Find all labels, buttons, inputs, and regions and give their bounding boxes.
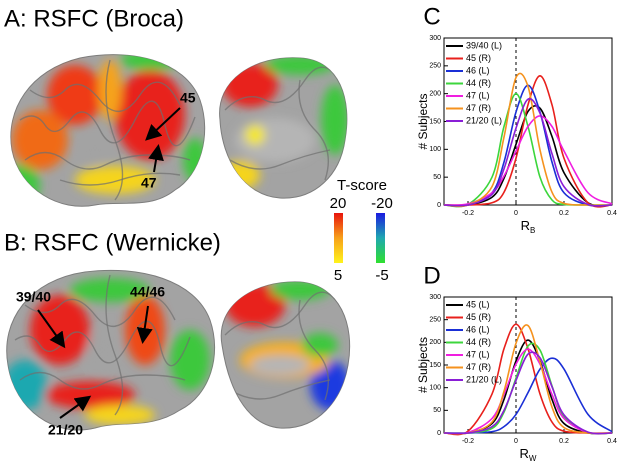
brain-b-lateral: [6, 269, 216, 431]
x-tick-label: 0.4: [607, 438, 617, 445]
legend-label: 47 (R): [466, 103, 491, 113]
x-axis-label-main: R: [520, 446, 529, 461]
x-axis-label-sub: W: [529, 454, 537, 463]
legend-label: 46 (L): [466, 324, 490, 334]
legend-label: 45 (L): [466, 299, 490, 309]
legend-label: 46 (L): [466, 65, 490, 75]
legend-label: 44 (R): [466, 78, 491, 88]
y-tick-label: 300: [429, 35, 441, 42]
label-39-40: 39/40: [16, 289, 51, 305]
y-tick-label: 0: [437, 202, 441, 209]
series-line: [443, 348, 613, 435]
y-tick-label: 250: [429, 63, 441, 70]
legend-label: 21/20 (L): [466, 374, 502, 384]
panel-a-title: A: RSFC (Broca): [4, 5, 184, 32]
y-tick-label: 150: [429, 118, 441, 125]
legend-label: 47 (R): [466, 362, 491, 372]
x-tick-label: 0.2: [559, 438, 569, 445]
legend-label: 45 (R): [466, 312, 491, 322]
y-tick-label: 100: [429, 385, 441, 392]
y-tick-label: 300: [429, 294, 441, 301]
y-axis-label: # Subjects: [416, 337, 430, 393]
y-tick-label: 0: [437, 430, 441, 437]
series-line: [443, 97, 613, 207]
legend-label: 21/20 (L): [466, 115, 502, 125]
legend-label: 47 (L): [466, 90, 490, 100]
series-line: [443, 115, 613, 206]
colorbar-title: T-score: [337, 177, 387, 194]
series-line: [443, 351, 613, 435]
brain-a-lateral: [10, 54, 206, 207]
x-axis-label-sub: B: [530, 226, 535, 235]
x-tick-label: 0: [514, 210, 518, 217]
x-tick-label: -0.2: [462, 438, 474, 445]
arrow: [148, 144, 164, 173]
x-tick-label: -0.2: [462, 210, 474, 217]
label-44-46: 44/46: [130, 284, 165, 300]
colorbar-neg-max: -20: [371, 195, 393, 212]
y-tick-label: 150: [429, 362, 441, 369]
y-tick-label: 50: [433, 174, 441, 181]
x-axis-label-main: R: [521, 218, 530, 233]
label-45: 45: [180, 90, 196, 106]
series-line: [443, 72, 613, 208]
panel-label: D: [423, 262, 440, 289]
y-tick-label: 200: [429, 91, 441, 98]
brain-b-medial: [220, 281, 351, 429]
colorbar-neg-min: -5: [375, 267, 388, 284]
arrow: [37, 309, 66, 349]
colorbar-pos-max: 20: [330, 195, 347, 212]
panel-label: C: [423, 3, 440, 30]
legend-label: 44 (R): [466, 337, 491, 347]
arrow: [145, 107, 181, 141]
series-line: [443, 75, 613, 208]
series-line: [443, 357, 613, 434]
series-line: [443, 342, 613, 435]
y-tick-label: 100: [429, 146, 441, 153]
y-tick-label: 250: [429, 317, 441, 324]
legend-label: 39/40 (L): [466, 40, 502, 50]
colorbar-negative: [376, 213, 385, 263]
colorbar-pos-min: 5: [334, 267, 342, 284]
series-line: [443, 104, 613, 207]
brain-a-medial: [219, 57, 348, 199]
series-line: [443, 324, 613, 435]
legend-label: 45 (R): [466, 53, 491, 63]
label-21-20: 21/20: [48, 422, 83, 438]
arrow: [136, 305, 153, 344]
y-tick-label: 50: [433, 407, 441, 414]
arrow: [59, 395, 92, 419]
x-axis-label: RB: [521, 218, 536, 235]
x-tick-label: 0.4: [607, 210, 617, 217]
label-47: 47: [141, 175, 157, 191]
y-axis-label: # Subjects: [416, 93, 430, 149]
x-axis-label: RW: [520, 446, 537, 463]
y-tick-label: 200: [429, 339, 441, 346]
colorbar-positive: [334, 213, 343, 263]
panel-b-title: B: RSFC (Wernicke): [4, 229, 221, 256]
legend-label: 47 (L): [466, 349, 490, 359]
x-tick-label: 0: [514, 438, 518, 445]
x-tick-label: 0.2: [559, 210, 569, 217]
